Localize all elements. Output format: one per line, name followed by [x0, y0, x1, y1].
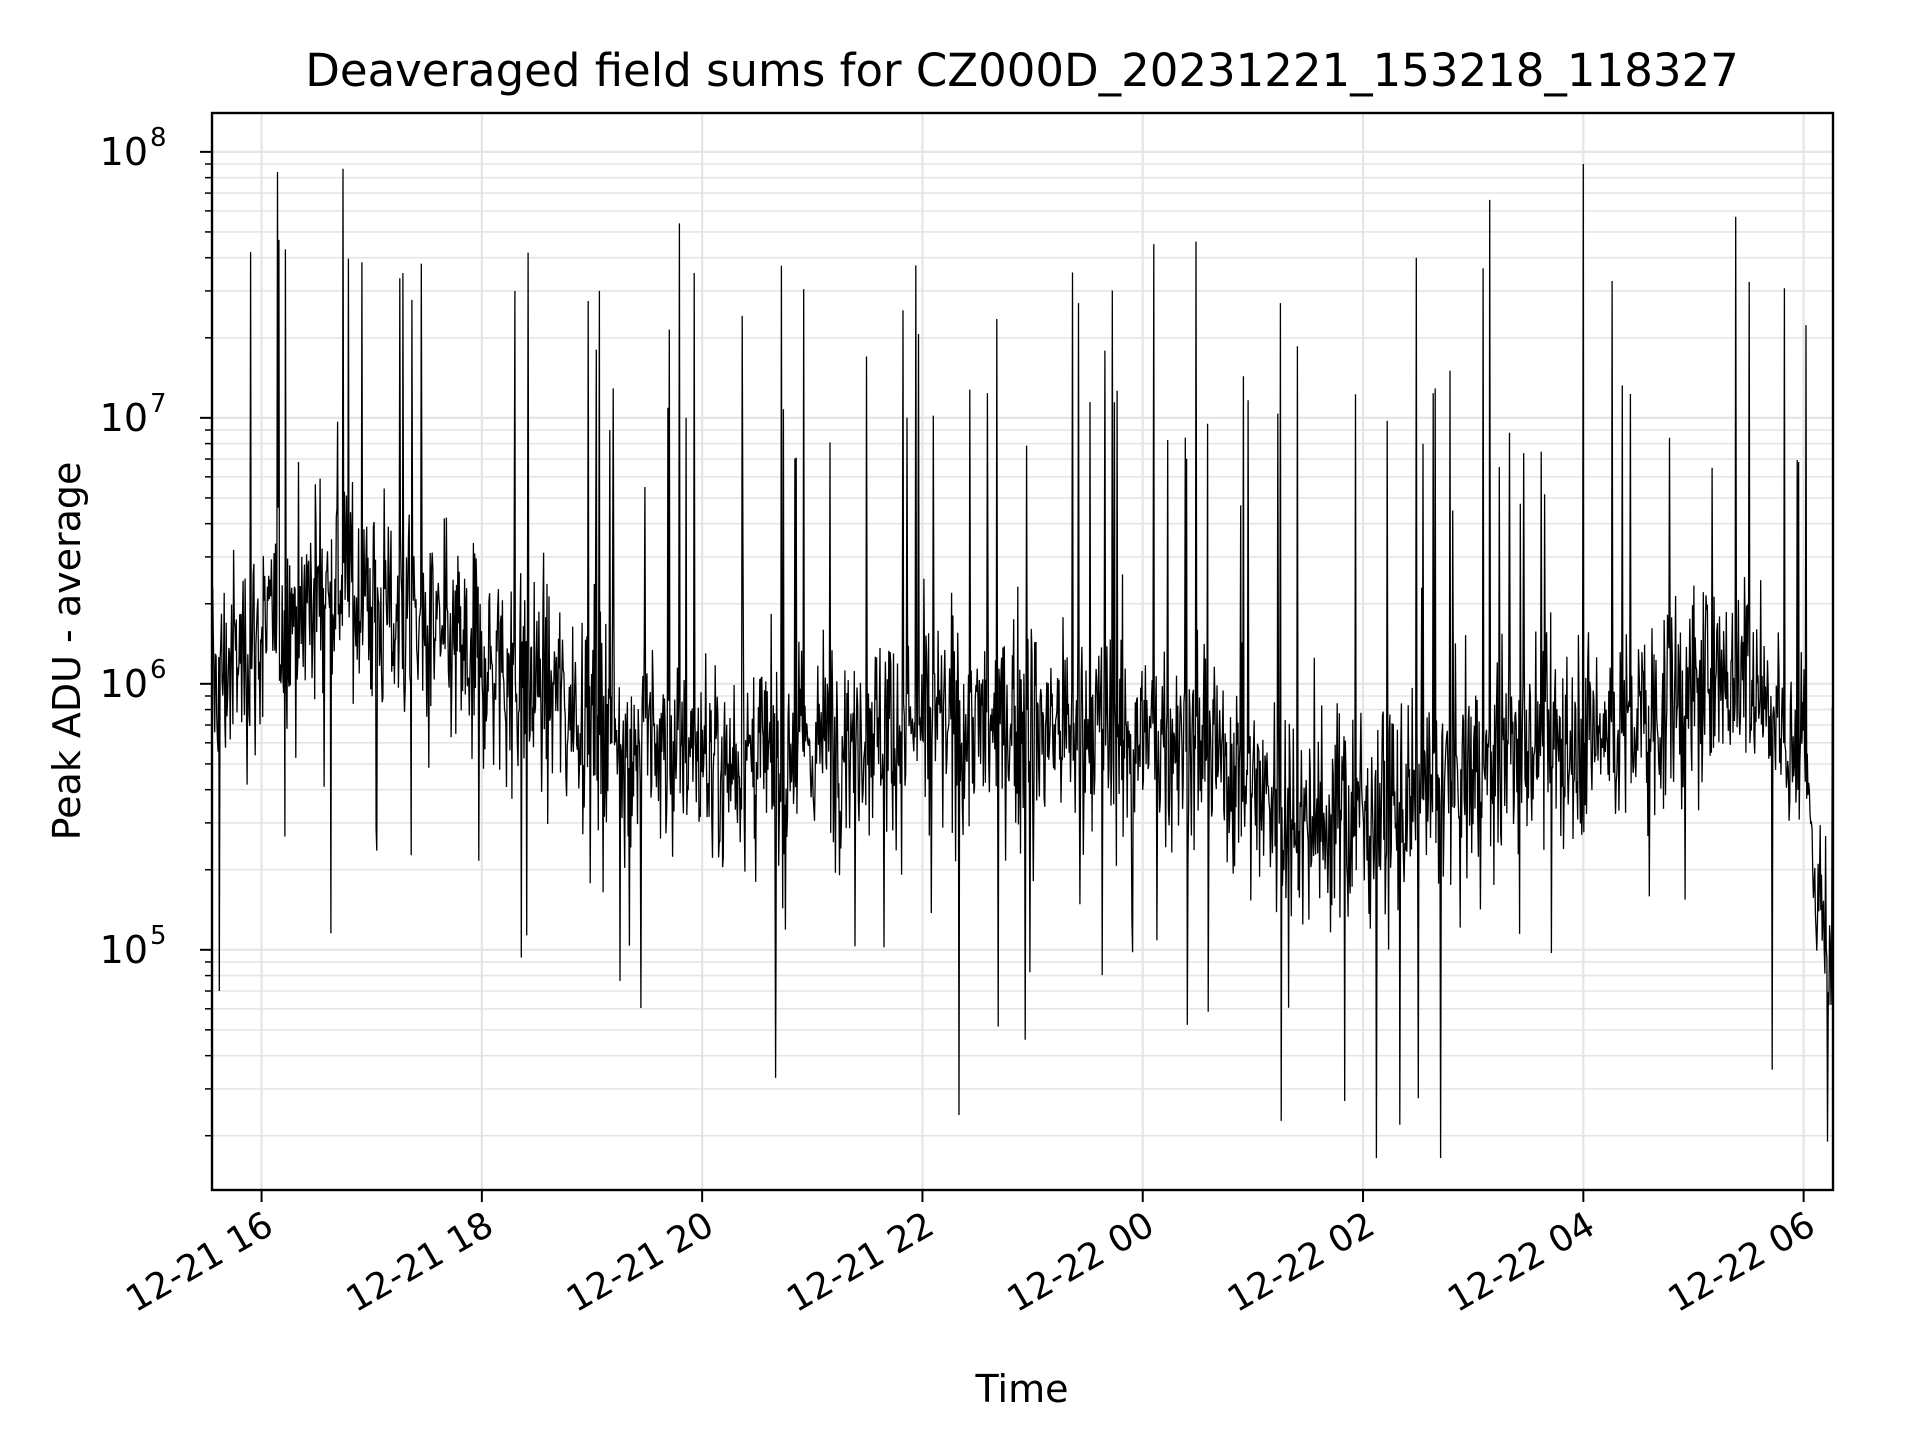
chart-title: Deaveraged field sums for CZ000D_2023122…	[305, 44, 1738, 97]
plot-frame	[210, 111, 1835, 1192]
y-tick-exponent: 5	[150, 921, 167, 951]
x-axis-label: Time	[975, 1367, 1069, 1411]
y-tick-exponent: 8	[150, 123, 167, 153]
y-tick-label: 10	[100, 396, 148, 440]
y-axis-label: Peak ADU - average	[45, 462, 89, 841]
data-series-line	[211, 163, 1834, 1159]
y-tick-label: 10	[100, 928, 148, 972]
y-tick-exponent: 6	[150, 655, 167, 685]
y-tick-exponent: 7	[150, 389, 167, 419]
y-tick-label: 10	[100, 130, 148, 174]
y-tick-label: 10	[100, 662, 148, 706]
